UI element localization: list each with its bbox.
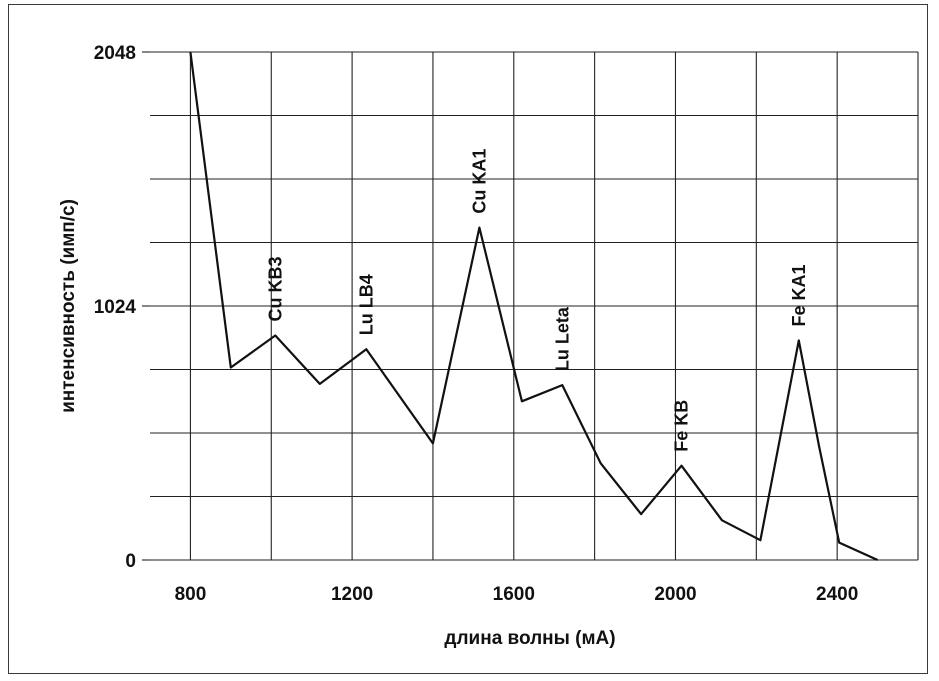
- peak-label: Cu KB3: [265, 256, 285, 321]
- peak-annotations: Cu KB3 Lu LB4 Cu KA1 Lu Leta Fe KB Fe KA1: [265, 149, 809, 452]
- y-tick-label: 2048: [94, 43, 136, 64]
- peak-label: Fe KB: [672, 400, 692, 452]
- peak-label: Lu LB4: [356, 274, 376, 335]
- grid: [142, 51, 919, 561]
- intensity-series-line: [189, 51, 879, 562]
- tick-labels: 800 1200 1600 2000 2400 0 1024 2048: [94, 43, 859, 605]
- y-axis-title: интенсивность (имп/с): [58, 199, 79, 413]
- x-axis-title: длина волны (мА): [444, 628, 615, 649]
- y-tick-label: 0: [125, 551, 136, 572]
- peak-label: Fe KA1: [789, 264, 809, 326]
- y-tick-label: 1024: [94, 297, 137, 318]
- peak-label: Cu KA1: [469, 149, 489, 214]
- x-tick-label: 800: [175, 584, 207, 605]
- x-tick-label: 2400: [816, 584, 858, 605]
- x-tick-label: 1600: [493, 584, 535, 605]
- x-tick-label: 2000: [654, 584, 696, 605]
- x-tick-label: 1200: [331, 584, 373, 605]
- peak-label: Lu Leta: [552, 306, 572, 371]
